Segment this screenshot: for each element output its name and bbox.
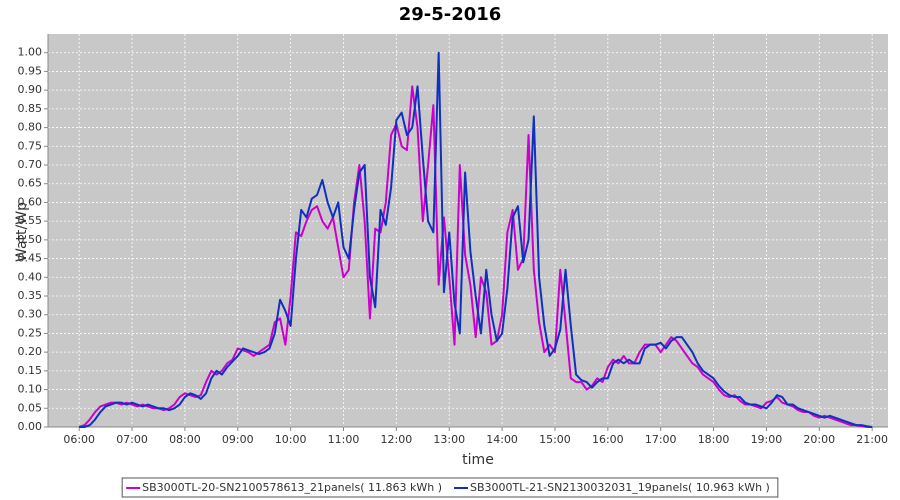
- y-axis-label: Watt/Wp: [14, 202, 30, 262]
- x-axis-label: time: [462, 452, 494, 468]
- y-tick-label: 0.35: [18, 289, 43, 302]
- x-tick-label: 13:00: [433, 433, 465, 446]
- x-tick-label: 14:00: [486, 433, 518, 446]
- y-tick-label: 0.75: [18, 139, 43, 152]
- y-tick-label: 0.80: [18, 121, 43, 134]
- x-tick-label: 20:00: [803, 433, 835, 446]
- y-tick-label: 0.65: [18, 177, 43, 190]
- legend-label: SB3000TL-21-SN2130032031_19panels( 10.96…: [470, 481, 770, 494]
- x-tick-label: 09:00: [222, 433, 254, 446]
- y-tick-label: 0.95: [18, 64, 43, 77]
- y-tick-label: 0.10: [18, 383, 43, 396]
- y-tick-label: 0.45: [18, 252, 43, 265]
- x-tick-label: 08:00: [169, 433, 201, 446]
- chart-title: 29-5-2016: [399, 4, 502, 25]
- y-tick-label: 0.55: [18, 214, 43, 227]
- y-tick-label: 0.00: [18, 420, 43, 433]
- x-tick-label: 11:00: [328, 433, 360, 446]
- x-tick-label: 06:00: [63, 433, 95, 446]
- data-line: [78, 85, 873, 428]
- x-tick-label: 16:00: [592, 433, 624, 446]
- legend-label: SB3000TL-20-SN2100578613_21panels( 11.86…: [142, 481, 442, 494]
- legend-box: [121, 477, 779, 498]
- x-tick-label: 15:00: [539, 433, 571, 446]
- x-tick-label: 19:00: [751, 433, 783, 446]
- y-tick-label: 0.05: [18, 401, 43, 414]
- y-tick-label: 0.90: [18, 83, 43, 96]
- y-tick-label: 1.00: [18, 46, 43, 59]
- y-tick-label: 0.85: [18, 102, 43, 115]
- y-tick-label: 0.50: [18, 233, 43, 246]
- y-tick-label: 0.70: [18, 158, 43, 171]
- y-tick-label: 0.20: [18, 345, 43, 358]
- x-tick-label: 07:00: [116, 433, 148, 446]
- x-tick-label: 17:00: [645, 433, 677, 446]
- y-tick-label: 0.30: [18, 308, 43, 321]
- x-tick-label: 21:00: [856, 433, 888, 446]
- data-line: [79, 51, 873, 428]
- y-tick-label: 0.40: [18, 270, 43, 283]
- y-tick-label: 0.60: [18, 195, 43, 208]
- x-tick-label: 18:00: [698, 433, 730, 446]
- x-tick-label: 12:00: [381, 433, 413, 446]
- y-tick-label: 0.25: [18, 326, 43, 339]
- y-tick-label: 0.15: [18, 364, 43, 377]
- x-tick-label: 10:00: [275, 433, 307, 446]
